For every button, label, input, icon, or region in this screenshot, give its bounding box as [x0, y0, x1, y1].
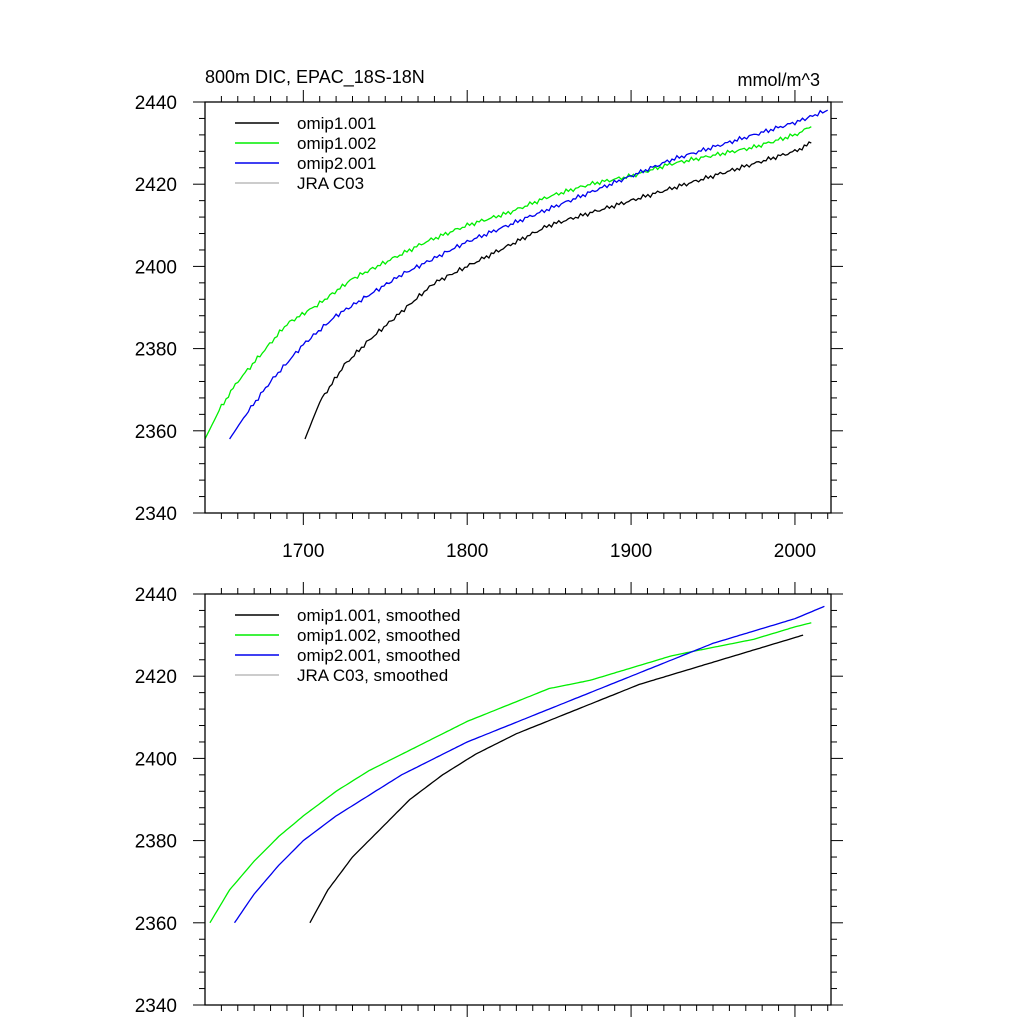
y-tick-label: 2340: [135, 504, 177, 525]
legend-label: omip2.001, smoothed: [297, 646, 461, 665]
chart-title: 800m DIC, EPAC_18S-18N: [205, 67, 425, 88]
legend-label: omip1.002, smoothed: [297, 626, 461, 645]
y-tick-label: 2400: [135, 257, 177, 278]
axes: 1700 1800 1900 2000 2340 2360 2380 2400 2420 2440: [135, 90, 843, 562]
series-lines: [209, 605, 825, 924]
y-tick-label: 2440: [135, 585, 177, 606]
x-tick-label: 1900: [610, 541, 652, 562]
y-tick-label: 2380: [135, 340, 177, 361]
legend-label: omip1.002: [297, 134, 376, 153]
y-tick-label: 2380: [135, 832, 177, 853]
plot-frame: [204, 593, 832, 1006]
series-line: [209, 622, 812, 924]
legend-label: JRA C03, smoothed: [297, 666, 448, 685]
series-lines: [204, 109, 828, 440]
y-tick-label: 2340: [135, 996, 177, 1017]
series-line: [309, 634, 804, 924]
y-tick-label: 2440: [135, 93, 177, 114]
x-tick-label: 2000: [774, 541, 816, 562]
y-tick-label: 2360: [135, 422, 177, 443]
x-tick-label: 1800: [446, 541, 488, 562]
y-tick-label: 2420: [135, 175, 177, 196]
top-chart: 800m DIC, EPAC_18S-18N mmol/m^3 1700 1800…: [135, 67, 843, 562]
legend-label: JRA C03: [297, 174, 364, 193]
plot-frame: [204, 101, 832, 514]
series-line: [304, 141, 812, 440]
series-line: [233, 605, 825, 924]
y-tick-label: 2400: [135, 749, 177, 770]
legend-label: omip1.001: [297, 114, 376, 133]
axes: 2340 2360 2380 2400 2420 2440: [135, 582, 843, 1017]
series-line: [229, 109, 828, 440]
series-line: [204, 126, 812, 440]
y-tick-label: 2420: [135, 667, 177, 688]
legend-label: omip1.001, smoothed: [297, 606, 461, 625]
legend-label: omip2.001: [297, 154, 376, 173]
y-tick-label: 2360: [135, 914, 177, 935]
bottom-chart: 2340 2360 2380 2400 2420 2440 omip1.001, smoo…: [135, 582, 843, 1017]
units-label: mmol/m^3: [738, 70, 820, 90]
x-tick-label: 1700: [282, 541, 324, 562]
